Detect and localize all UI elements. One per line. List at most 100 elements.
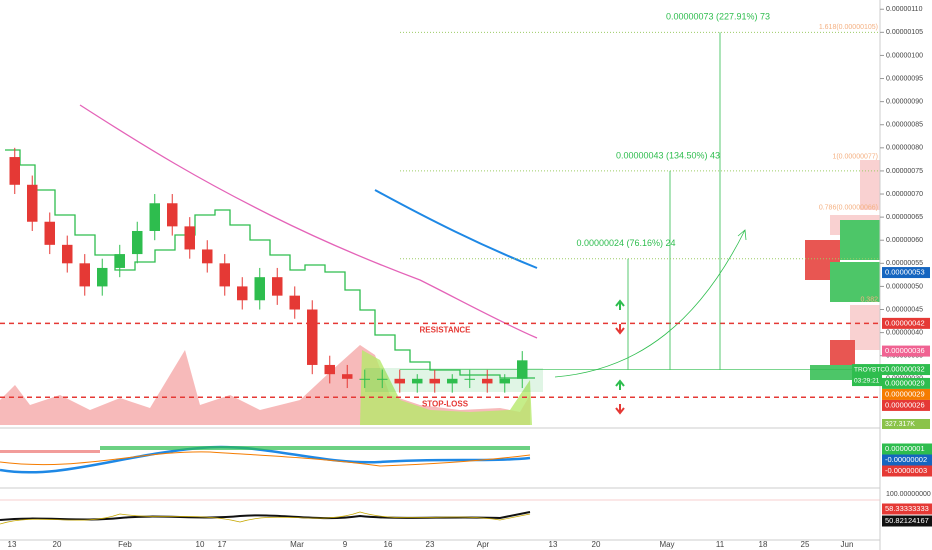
fib-label: 0.382 bbox=[860, 297, 878, 304]
profile-bar bbox=[810, 365, 855, 380]
y-tick-label: 0.00000045 bbox=[886, 306, 923, 313]
y-tick-label: 0.00000070 bbox=[886, 191, 923, 198]
y-tick-label: 0.00000080 bbox=[886, 145, 923, 152]
candle-body bbox=[289, 295, 300, 310]
x-tick-label: 9 bbox=[343, 540, 348, 549]
candle-body bbox=[97, 267, 108, 287]
candle-body bbox=[272, 277, 283, 296]
profile-bar bbox=[830, 262, 880, 302]
price-tag-label: 0.00000053 bbox=[885, 268, 925, 277]
histogram bbox=[0, 450, 100, 453]
candle-body bbox=[132, 230, 143, 255]
volume-tag bbox=[882, 419, 930, 429]
candle-body bbox=[394, 378, 405, 384]
symbol-tag bbox=[852, 364, 882, 387]
x-tick-label: Feb bbox=[118, 540, 132, 549]
candle-body bbox=[447, 378, 458, 384]
candle-body bbox=[114, 254, 125, 268]
volume-profile bbox=[805, 160, 880, 380]
x-tick-label: Apr bbox=[477, 540, 490, 549]
price-tag bbox=[882, 317, 930, 329]
profile-bar bbox=[840, 220, 880, 260]
y-tick-label: 0.00000110 bbox=[886, 6, 923, 13]
moving-average bbox=[79, 104, 538, 339]
x-tick-label: 10 bbox=[196, 540, 205, 549]
price-tag-label: 0.00000029 bbox=[885, 389, 925, 398]
candle-body bbox=[27, 184, 38, 222]
level-label: RESISTANCE bbox=[420, 325, 472, 334]
y-tick-label: 0.00000040 bbox=[886, 329, 923, 336]
target-label: 0.00000024 (76.16%) 24 bbox=[576, 238, 675, 248]
candle-body bbox=[429, 378, 440, 384]
candle-body bbox=[62, 244, 73, 264]
moving-average bbox=[374, 189, 538, 269]
macd-tag bbox=[882, 465, 932, 477]
signal-line bbox=[0, 451, 531, 467]
price-tag bbox=[882, 267, 930, 279]
symbol-label: TROYBTC bbox=[854, 366, 885, 373]
x-tick-label: 25 bbox=[801, 540, 810, 549]
trailing-stop bbox=[5, 149, 535, 379]
candle-body bbox=[342, 374, 353, 379]
x-tick-label: 18 bbox=[759, 540, 768, 549]
y-tick-label: 0.00000085 bbox=[886, 122, 923, 129]
volume-area bbox=[360, 350, 532, 425]
x-tick-label: Jun bbox=[841, 540, 854, 549]
x-tick-label: 20 bbox=[592, 540, 601, 549]
y-tick-label: 0.00000065 bbox=[886, 214, 923, 221]
candle-body bbox=[79, 263, 90, 287]
price-tag-label: 0.00000026 bbox=[885, 400, 925, 409]
price-tag bbox=[882, 345, 930, 357]
up-arrow bbox=[615, 299, 625, 310]
volume-label: 327.317K bbox=[885, 421, 915, 428]
x-tick-label: 13 bbox=[549, 540, 558, 549]
projection-arrow bbox=[554, 229, 746, 378]
arrow-head bbox=[737, 229, 747, 241]
candle-body bbox=[44, 221, 55, 245]
candle-body bbox=[219, 263, 230, 287]
rsi-tag-label: 58.33333333 bbox=[885, 504, 929, 513]
price-tag bbox=[882, 377, 930, 389]
y-tick-label: 0.00000100 bbox=[886, 52, 923, 59]
target-label: 0.00000073 (227.91%) 73 bbox=[666, 12, 770, 22]
price-tag-label: 0.00000029 bbox=[885, 378, 925, 387]
x-tick-label: 17 bbox=[218, 540, 227, 549]
y-tick-label: 0.00000090 bbox=[886, 98, 923, 105]
candle-body bbox=[237, 286, 248, 301]
candle-body bbox=[167, 203, 178, 227]
price-tag-label: 0.00000042 bbox=[885, 318, 925, 327]
price-tag bbox=[882, 364, 930, 376]
candle-body bbox=[307, 309, 318, 365]
down-arrow bbox=[615, 404, 625, 415]
price-tag bbox=[882, 388, 930, 400]
x-tick-label: Mar bbox=[290, 540, 304, 549]
candle-body bbox=[377, 378, 388, 380]
macd-tag-label: 0.00000001 bbox=[885, 444, 925, 453]
profile-bar bbox=[860, 160, 880, 210]
candle-body bbox=[202, 249, 213, 264]
macd-tag bbox=[882, 454, 932, 466]
y-tick-label: 0.00000075 bbox=[886, 168, 923, 175]
rsi-axis-label: 100.00000000 bbox=[886, 491, 931, 498]
countdown: 03:29:21 bbox=[854, 377, 880, 384]
macd-tag bbox=[882, 443, 932, 455]
price-tag-label: 0.00000032 bbox=[885, 365, 925, 374]
x-tick-label: 23 bbox=[426, 540, 435, 549]
candle-body bbox=[499, 378, 510, 384]
level-label: STOP-LOSS bbox=[422, 399, 469, 408]
x-tick-label: May bbox=[659, 540, 674, 549]
y-tick-label: 0.00000095 bbox=[886, 75, 923, 82]
y-tick-label: 0.00000050 bbox=[886, 283, 923, 290]
candle-body bbox=[9, 157, 20, 185]
target-label: 0.00000043 (134.50%) 43 bbox=[616, 150, 720, 160]
candle-body bbox=[412, 378, 423, 384]
x-tick-label: 13 bbox=[8, 540, 17, 549]
down-arrow bbox=[615, 324, 625, 335]
price-tag bbox=[882, 399, 930, 411]
candle-body bbox=[324, 364, 335, 375]
candle-body bbox=[149, 203, 160, 231]
fib-label: 0.786(0.00000066) bbox=[819, 204, 878, 211]
candle-body bbox=[184, 226, 195, 250]
